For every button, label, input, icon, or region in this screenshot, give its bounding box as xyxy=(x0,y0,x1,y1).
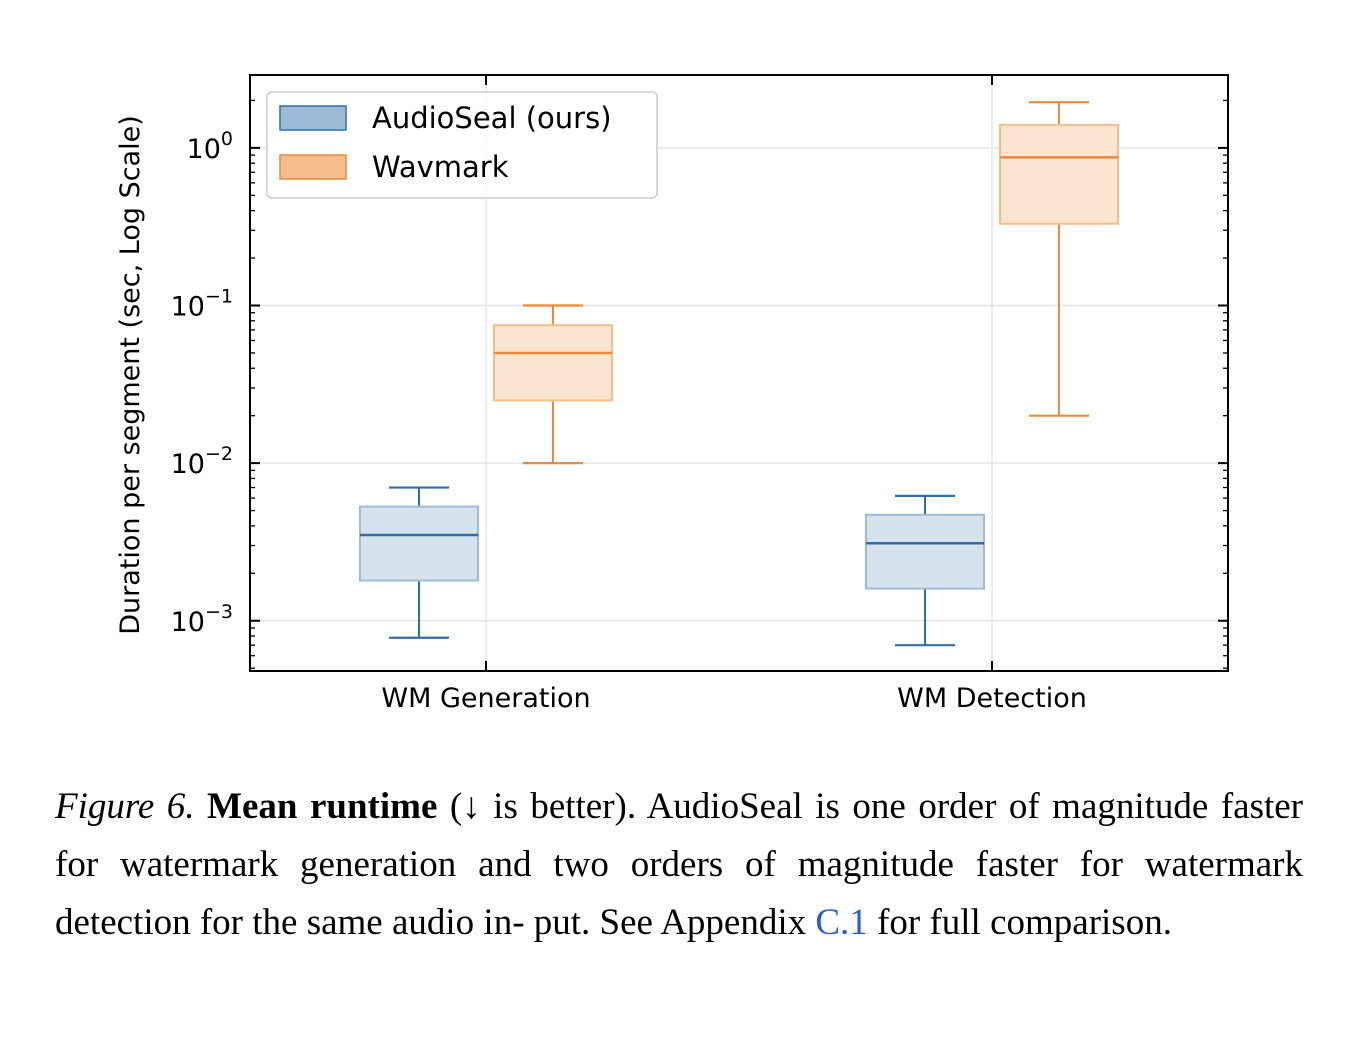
box-plots xyxy=(359,101,1119,647)
x-tick-labels: WM Generation WM Detection xyxy=(381,683,1086,714)
y-tick-label: 100 xyxy=(187,128,233,165)
legend-label-audioseal: AudioSeal (ours) xyxy=(372,101,612,135)
legend-frame xyxy=(266,91,658,199)
y-axis-label: Duration per segment (sec, Log Scale) xyxy=(115,115,146,635)
box-iqr xyxy=(359,505,479,582)
major-ticks xyxy=(250,75,1228,671)
caption-body: AudioSeal is one order of magnitude fast… xyxy=(55,786,1303,943)
legend-swatch-audioseal xyxy=(279,105,347,131)
caption-title: Mean runtime xyxy=(207,786,438,827)
legend: AudioSeal (ours) Wavmark xyxy=(266,91,658,199)
box-audioseal xyxy=(359,486,479,639)
box-wavmark xyxy=(999,101,1119,417)
plot-frame xyxy=(249,74,1229,672)
appendix-link[interactable]: C.1 xyxy=(815,902,868,943)
box-audioseal xyxy=(865,494,985,647)
legend-label-wavmark: Wavmark xyxy=(372,150,509,184)
y-tick-labels: 10−3 10−2 10−1 100 xyxy=(171,128,233,638)
y-tick-label: 10−2 xyxy=(171,443,233,480)
caption-label: Figure 6. xyxy=(55,786,195,827)
box-iqr xyxy=(865,513,985,590)
runtime-box-plot: 10−3 10−2 10−1 100 WM Generation WM Detectio… xyxy=(115,74,1229,714)
box-iqr xyxy=(493,324,613,402)
caption-end: for full comparison. xyxy=(877,902,1172,943)
y-tick-label: 10−1 xyxy=(171,286,233,323)
legend-swatch-wavmark xyxy=(279,154,347,180)
box-wavmark xyxy=(493,304,613,465)
caption-paren: (↓ is better). xyxy=(449,786,637,827)
y-tick-label: 10−3 xyxy=(171,601,233,638)
x-tick-label: WM Detection xyxy=(897,683,1087,714)
box-iqr xyxy=(999,123,1119,225)
figure-caption: Figure 6. Mean runtime (↓ is better). Au… xyxy=(55,778,1303,952)
x-tick-label: WM Generation xyxy=(381,683,590,714)
